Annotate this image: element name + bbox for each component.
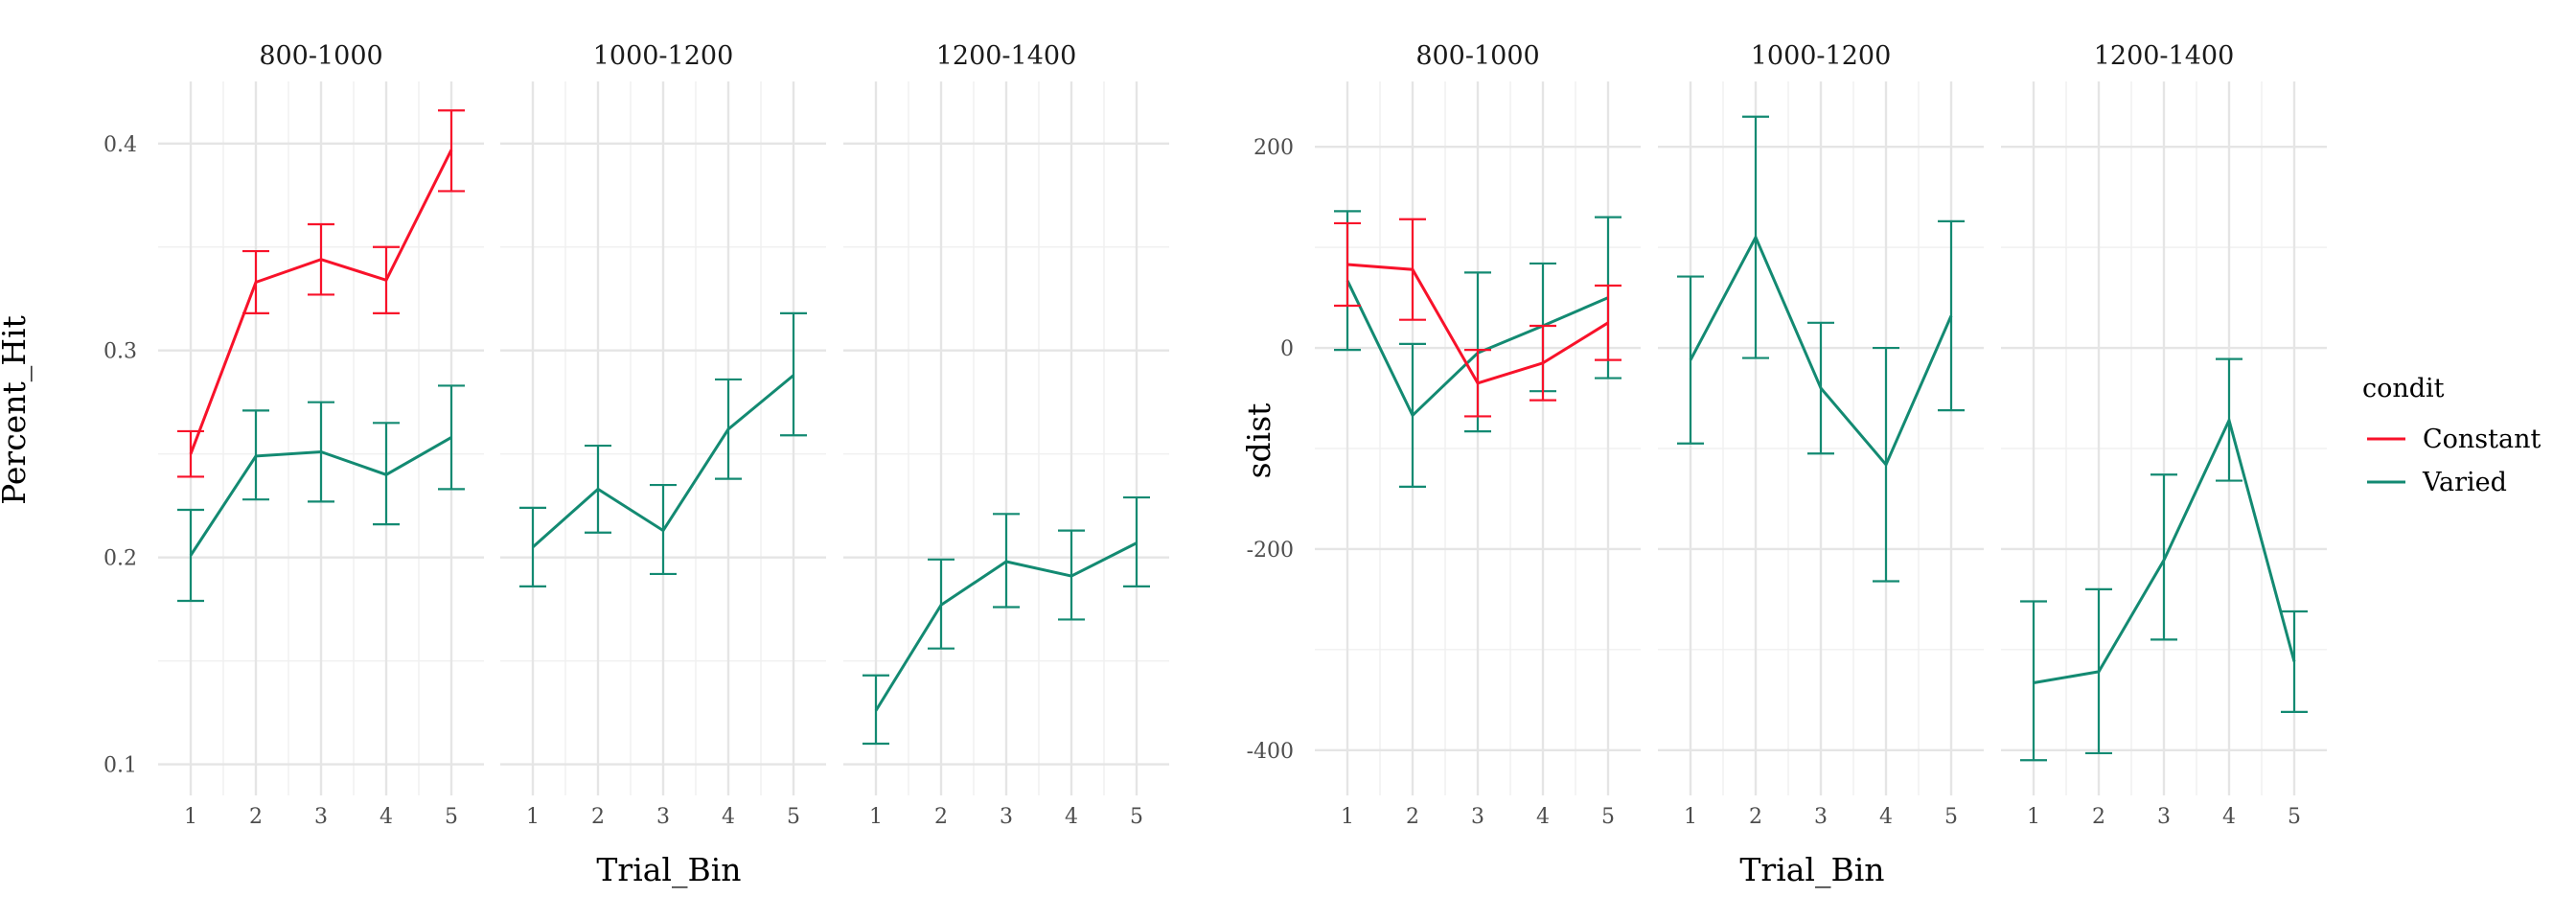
x-tick-label: 3 bbox=[2157, 805, 2171, 829]
series-line-varied bbox=[2033, 416, 2296, 684]
facet-strip-label: 800-1000 bbox=[259, 41, 382, 71]
facet-strip-label: 1000-1200 bbox=[1751, 41, 1892, 71]
series-line-varied bbox=[874, 541, 1138, 712]
x-tick-label: 5 bbox=[787, 805, 800, 829]
x-tick-label: 4 bbox=[2222, 805, 2236, 829]
x-tick-label: 2 bbox=[249, 805, 263, 829]
x-tick-label: 5 bbox=[1601, 805, 1615, 829]
x-tick-label: 1 bbox=[869, 805, 883, 829]
x-tick-label: 3 bbox=[1471, 805, 1484, 829]
x-tick-label: 3 bbox=[314, 805, 328, 829]
x-tick-label: 3 bbox=[1000, 805, 1013, 829]
x-tick-label: 5 bbox=[2288, 805, 2301, 829]
x-tick-label: 1 bbox=[1684, 805, 1697, 829]
x-tick-label: 1 bbox=[1341, 805, 1354, 829]
x-tick-label: 4 bbox=[1065, 805, 1078, 829]
facet-strip-label: 1200-1400 bbox=[936, 41, 1077, 71]
y-tick-label: 200 bbox=[1254, 136, 1294, 160]
x-tick-label: 2 bbox=[2092, 805, 2105, 829]
x-tick-label: 3 bbox=[1814, 805, 1828, 829]
legend-label-varied: Varied bbox=[2422, 468, 2507, 497]
x-tick-label: 2 bbox=[591, 805, 605, 829]
y-tick-label: 0.1 bbox=[104, 754, 137, 778]
x-tick-label: 2 bbox=[1406, 805, 1419, 829]
x-tick-label: 4 bbox=[722, 805, 735, 829]
x-tick-label: 5 bbox=[1130, 805, 1143, 829]
errorbar-varied bbox=[1938, 219, 1965, 412]
right-y-axis-title: sdist bbox=[1240, 403, 1277, 479]
errorbar-varied bbox=[177, 508, 204, 603]
errorbar-varied bbox=[2281, 610, 2308, 714]
facet-strip-label: 800-1000 bbox=[1415, 41, 1539, 71]
errorbar-varied bbox=[2020, 600, 2047, 762]
series-line-varied bbox=[1689, 234, 1953, 468]
errorbar-varied bbox=[1123, 495, 1150, 587]
y-tick-label: -200 bbox=[1247, 539, 1294, 563]
series-line-varied bbox=[532, 374, 794, 549]
series-line-constant bbox=[189, 149, 453, 455]
series-line-varied bbox=[189, 436, 452, 557]
x-tick-label: 2 bbox=[1749, 805, 1762, 829]
axis-text: 0.1 0.2 0.3 0.4 800-1000 1 2 3 4 5 1000-1200 1 2 3 4 5 1… bbox=[104, 41, 2301, 829]
legend-title: condit bbox=[2362, 374, 2445, 403]
facet-strip-label: 1000-1200 bbox=[593, 41, 734, 71]
x-tick-label: 2 bbox=[934, 805, 948, 829]
x-tick-label: 4 bbox=[1879, 805, 1893, 829]
x-tick-label: 3 bbox=[656, 805, 670, 829]
y-tick-label: 0.2 bbox=[104, 547, 137, 571]
left-x-axis-title: Trial_Bin bbox=[596, 851, 741, 889]
x-tick-label: 1 bbox=[526, 805, 540, 829]
y-tick-label: 0 bbox=[1280, 337, 1294, 361]
series-line-constant bbox=[1346, 263, 1609, 385]
y-tick-label: 0.4 bbox=[104, 133, 137, 157]
legend-label-constant: Constant bbox=[2423, 425, 2541, 454]
x-tick-label: 4 bbox=[380, 805, 393, 829]
errorbar-varied bbox=[780, 311, 807, 437]
legend: condit Constant Varied bbox=[2362, 374, 2541, 497]
x-tick-label: 4 bbox=[1536, 805, 1550, 829]
x-tick-label: 1 bbox=[184, 805, 197, 829]
right-x-axis-title: Trial_Bin bbox=[1739, 851, 1884, 889]
x-tick-label: 1 bbox=[2027, 805, 2040, 829]
x-tick-label: 5 bbox=[1944, 805, 1958, 829]
y-tick-label: 0.3 bbox=[104, 340, 137, 364]
series-layer bbox=[177, 109, 2308, 762]
facet-strip-label: 1200-1400 bbox=[2094, 41, 2235, 71]
left-y-axis-title: Percent_Hit bbox=[0, 315, 34, 505]
y-tick-label: -400 bbox=[1247, 740, 1294, 764]
x-tick-label: 5 bbox=[445, 805, 458, 829]
errorbar-constant bbox=[1334, 221, 1361, 308]
